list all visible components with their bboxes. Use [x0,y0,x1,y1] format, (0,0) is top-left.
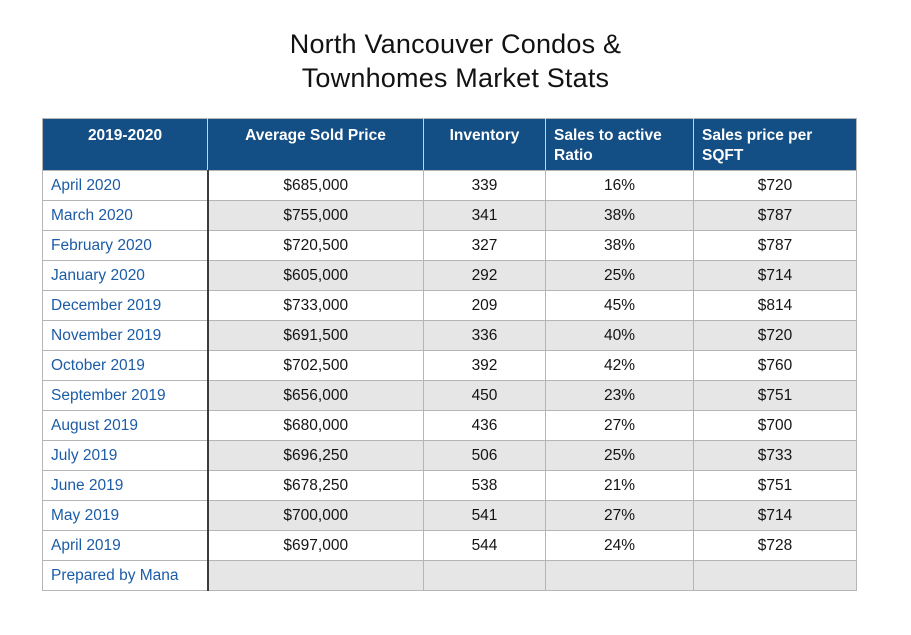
table-row: September 2019 $656,000 450 23% $751 [42,380,857,411]
column-header-sales-price-per-sqft: Sales price per SQFT [693,118,857,171]
cell-sales-price-per-sqft: $700 [693,410,857,441]
cell-inventory: 209 [423,290,546,321]
cell-period: November 2019 [42,320,209,351]
cell-avg-sold-price: $605,000 [207,260,424,291]
table-row: July 2019 $696,250 506 25% $733 [42,440,857,471]
cell-period: March 2020 [42,200,209,231]
cell-inventory: 392 [423,350,546,381]
cell-avg-sold-price: $696,250 [207,440,424,471]
cell-period: April 2020 [42,170,209,201]
cell-inventory: 327 [423,230,546,261]
footer-empty-cell [207,560,424,591]
table-body: April 2020 $685,000 339 16% $720 March 2020 $7… [42,170,857,591]
cell-sales-to-active-ratio: 24% [545,530,694,561]
cell-avg-sold-price: $755,000 [207,200,424,231]
cell-sales-to-active-ratio: 27% [545,500,694,531]
header-row: 2019-2020 Average Sold Price Inventory Sale… [42,118,857,171]
column-header-sales-to-active-ratio: Sales to active Ratio [545,118,694,171]
cell-inventory: 292 [423,260,546,291]
cell-inventory: 341 [423,200,546,231]
table-row: November 2019 $691,500 336 40% $720 [42,320,857,351]
cell-period: January 2020 [42,260,209,291]
cell-sales-price-per-sqft: $720 [693,170,857,201]
footer-note: Prepared by Mana [42,560,209,591]
cell-sales-price-per-sqft: $728 [693,530,857,561]
table-row: March 2020 $755,000 341 38% $787 [42,200,857,231]
cell-sales-price-per-sqft: $760 [693,350,857,381]
cell-avg-sold-price: $733,000 [207,290,424,321]
cell-period: August 2019 [42,410,209,441]
column-header-inventory: Inventory [423,118,546,171]
cell-sales-price-per-sqft: $751 [693,380,857,411]
cell-period: July 2019 [42,440,209,471]
cell-period: October 2019 [42,350,209,381]
market-stats-table: 2019-2020 Average Sold Price Inventory Sale… [42,118,857,591]
cell-sales-to-active-ratio: 38% [545,230,694,261]
cell-avg-sold-price: $702,500 [207,350,424,381]
cell-avg-sold-price: $720,500 [207,230,424,261]
cell-sales-to-active-ratio: 16% [545,170,694,201]
table-row: May 2019 $700,000 541 27% $714 [42,500,857,531]
cell-period: December 2019 [42,290,209,321]
cell-sales-to-active-ratio: 23% [545,380,694,411]
cell-inventory: 339 [423,170,546,201]
cell-avg-sold-price: $685,000 [207,170,424,201]
cell-avg-sold-price: $691,500 [207,320,424,351]
cell-sales-price-per-sqft: $733 [693,440,857,471]
cell-period: June 2019 [42,470,209,501]
cell-avg-sold-price: $700,000 [207,500,424,531]
table-row: August 2019 $680,000 436 27% $700 [42,410,857,441]
cell-sales-to-active-ratio: 25% [545,260,694,291]
cell-sales-to-active-ratio: 27% [545,410,694,441]
cell-avg-sold-price: $656,000 [207,380,424,411]
cell-inventory: 450 [423,380,546,411]
cell-inventory: 544 [423,530,546,561]
cell-period: May 2019 [42,500,209,531]
footer-empty-cell [545,560,694,591]
table-row: February 2020 $720,500 327 38% $787 [42,230,857,261]
table-header: 2019-2020 Average Sold Price Inventory Sale… [42,118,857,171]
cell-sales-to-active-ratio: 42% [545,350,694,381]
cell-inventory: 506 [423,440,546,471]
footer-empty-cell [423,560,546,591]
column-header-period: 2019-2020 [42,118,208,171]
cell-sales-to-active-ratio: 25% [545,440,694,471]
cell-sales-to-active-ratio: 21% [545,470,694,501]
cell-sales-price-per-sqft: $787 [693,230,857,261]
cell-sales-price-per-sqft: $751 [693,470,857,501]
table-row: April 2020 $685,000 339 16% $720 [42,170,857,201]
table-row: December 2019 $733,000 209 45% $814 [42,290,857,321]
table-row: April 2019 $697,000 544 24% $728 [42,530,857,561]
cell-inventory: 336 [423,320,546,351]
cell-sales-to-active-ratio: 38% [545,200,694,231]
cell-inventory: 538 [423,470,546,501]
table-row: October 2019 $702,500 392 42% $760 [42,350,857,381]
cell-sales-price-per-sqft: $714 [693,500,857,531]
cell-sales-to-active-ratio: 45% [545,290,694,321]
cell-sales-price-per-sqft: $787 [693,200,857,231]
page-title: North Vancouver Condos & Townhomes Marke… [0,0,911,95]
page-title-line1: North Vancouver Condos & [289,29,622,59]
cell-period: September 2019 [42,380,209,411]
column-header-avg-sold-price: Average Sold Price [207,118,424,171]
table-row: June 2019 $678,250 538 21% $751 [42,470,857,501]
cell-avg-sold-price: $678,250 [207,470,424,501]
page-title-line2: Townhomes Market Stats [301,63,610,93]
cell-sales-to-active-ratio: 40% [545,320,694,351]
cell-inventory: 541 [423,500,546,531]
cell-period: February 2020 [42,230,209,261]
table-row: January 2020 $605,000 292 25% $714 [42,260,857,291]
cell-avg-sold-price: $697,000 [207,530,424,561]
cell-period: April 2019 [42,530,209,561]
cell-inventory: 436 [423,410,546,441]
cell-sales-price-per-sqft: $720 [693,320,857,351]
cell-sales-price-per-sqft: $814 [693,290,857,321]
footer-empty-cell [693,560,857,591]
footer-row: Prepared by Mana [42,560,857,591]
cell-sales-price-per-sqft: $714 [693,260,857,291]
cell-avg-sold-price: $680,000 [207,410,424,441]
